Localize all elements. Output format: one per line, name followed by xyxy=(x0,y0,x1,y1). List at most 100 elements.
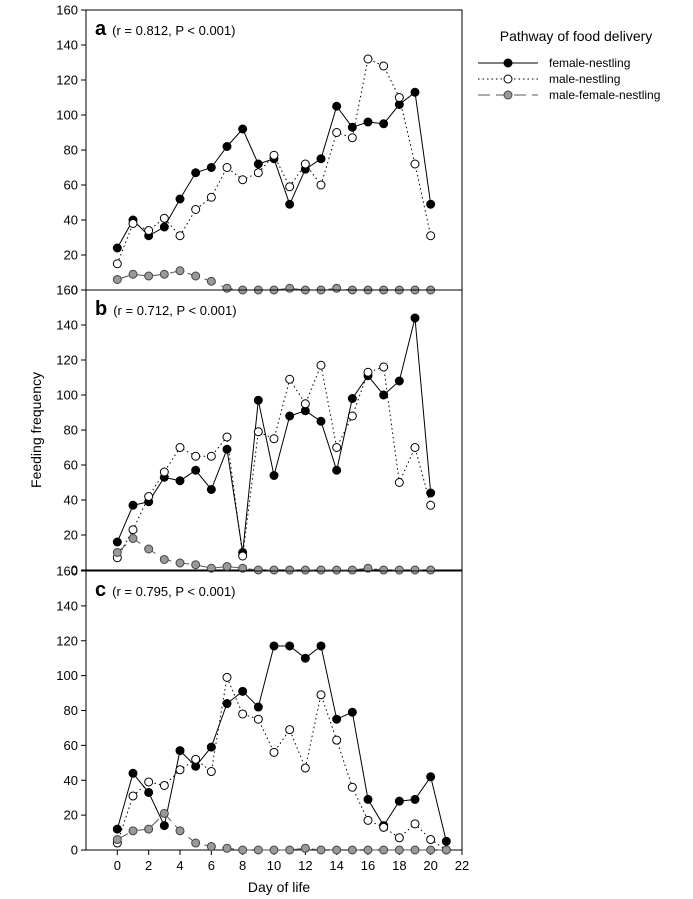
data-point-female-nestling xyxy=(238,124,248,134)
data-point-female-nestling xyxy=(175,476,185,486)
data-point-male-nestling xyxy=(175,443,185,452)
data-point-male-nestling xyxy=(426,835,436,845)
data-point-male-female-nestling xyxy=(285,845,295,855)
data-point-male-female-nestling xyxy=(238,845,248,855)
data-point-male-nestling xyxy=(191,754,201,764)
series-line-male-female-nestling xyxy=(117,812,447,851)
data-point-male-female-nestling xyxy=(269,845,279,855)
data-point-male-female-nestling xyxy=(410,565,420,575)
series-line-male-nestling xyxy=(116,363,432,559)
plot-frame xyxy=(85,9,463,291)
data-point-female-nestling xyxy=(441,836,451,846)
data-point-male-female-nestling xyxy=(191,560,201,570)
y-tick-label: 160 xyxy=(56,564,78,579)
data-point-male-nestling xyxy=(285,182,295,192)
data-point-female-nestling xyxy=(347,122,357,132)
data-point-female-nestling xyxy=(426,488,436,498)
data-point-female-nestling xyxy=(112,824,122,834)
y-tick-label: 0 xyxy=(71,843,78,858)
data-point-male-nestling xyxy=(144,226,154,235)
data-point-male-female-nestling xyxy=(332,565,342,575)
data-point-male-nestling xyxy=(175,765,185,775)
data-point-male-female-nestling xyxy=(206,563,216,573)
data-point-male-nestling xyxy=(379,822,389,832)
data-point-male-female-nestling xyxy=(269,565,279,575)
data-point-male-nestling xyxy=(206,192,216,202)
data-point-male-nestling xyxy=(144,777,154,787)
y-tick-label: 0 xyxy=(71,283,78,298)
data-point-male-female-nestling xyxy=(144,544,154,554)
data-point-male-nestling xyxy=(410,819,420,829)
data-point-male-female-nestling xyxy=(363,845,373,855)
x-tick-label: 14 xyxy=(329,858,343,873)
data-point-male-nestling xyxy=(347,782,357,792)
data-point-male-female-nestling xyxy=(316,845,326,855)
data-point-male-nestling xyxy=(363,815,373,825)
data-point-male-nestling xyxy=(394,833,404,843)
data-point-male-nestling xyxy=(379,61,389,71)
data-point-male-female-nestling xyxy=(253,845,263,855)
y-tick-label: 120 xyxy=(56,353,78,368)
data-point-male-nestling xyxy=(222,672,232,682)
legend-marker-female-nestling xyxy=(503,58,513,68)
y-tick-label: 20 xyxy=(64,248,78,263)
data-point-male-female-nestling xyxy=(206,842,216,852)
x-tick-label: 20 xyxy=(423,858,437,873)
data-point-male-female-nestling xyxy=(222,562,232,571)
data-point-male-nestling xyxy=(379,362,389,372)
data-point-female-nestling xyxy=(285,411,295,421)
y-tick-label: 140 xyxy=(56,318,78,333)
data-point-male-female-nestling xyxy=(191,838,201,848)
data-point-male-nestling xyxy=(332,128,342,137)
data-point-female-nestling xyxy=(206,742,216,752)
data-point-male-nestling xyxy=(159,467,169,477)
y-tick-label: 140 xyxy=(56,38,78,53)
data-point-male-nestling xyxy=(347,411,357,421)
data-point-female-nestling xyxy=(285,641,295,651)
data-point-female-nestling xyxy=(175,746,185,756)
data-point-male-female-nestling xyxy=(426,845,436,855)
data-point-male-nestling xyxy=(316,690,326,700)
legend-label-male-nestling: male-nestling xyxy=(549,72,620,86)
data-point-female-nestling xyxy=(379,119,389,129)
data-point-male-nestling xyxy=(253,168,263,178)
data-point-male-nestling xyxy=(128,525,138,535)
x-axis-label: Day of life xyxy=(248,879,310,895)
data-point-male-female-nestling xyxy=(159,269,169,279)
data-point-female-nestling xyxy=(410,87,420,97)
data-point-female-nestling xyxy=(394,796,404,806)
data-point-female-nestling xyxy=(269,471,279,480)
data-point-female-nestling xyxy=(410,313,420,323)
y-tick-label: 80 xyxy=(64,423,78,438)
data-point-male-female-nestling xyxy=(379,845,389,855)
y-tick-label: 100 xyxy=(56,388,78,403)
data-point-male-nestling xyxy=(144,492,154,501)
data-point-male-nestling xyxy=(128,791,138,801)
data-point-female-nestling xyxy=(394,376,404,386)
data-point-male-nestling xyxy=(238,709,248,719)
data-point-male-nestling xyxy=(426,500,436,510)
y-tick-label: 20 xyxy=(64,808,78,823)
panel-a: 0 20 40 60 80 100 120 140 160 a (r = 0.812, P < 0.… xyxy=(56,3,463,298)
data-point-male-female-nestling xyxy=(394,845,404,855)
data-point-male-female-nestling xyxy=(410,845,420,855)
data-point-male-nestling xyxy=(191,451,201,461)
data-point-male-nestling xyxy=(238,175,248,185)
y-tick-label: 80 xyxy=(64,143,78,158)
data-point-female-nestling xyxy=(222,444,232,454)
y-tick-label: 120 xyxy=(56,73,78,88)
data-point-male-female-nestling xyxy=(347,565,357,575)
data-point-male-nestling xyxy=(410,159,420,169)
data-point-male-nestling xyxy=(332,443,342,452)
data-point-male-nestling xyxy=(269,434,279,444)
x-tick-label: 6 xyxy=(208,858,215,873)
y-tick-label: 120 xyxy=(56,633,78,648)
data-point-male-female-nestling xyxy=(159,555,169,564)
data-point-male-nestling xyxy=(332,735,342,745)
data-point-male-female-nestling xyxy=(332,845,342,855)
data-point-female-nestling xyxy=(410,794,420,804)
data-point-male-female-nestling xyxy=(112,275,122,284)
